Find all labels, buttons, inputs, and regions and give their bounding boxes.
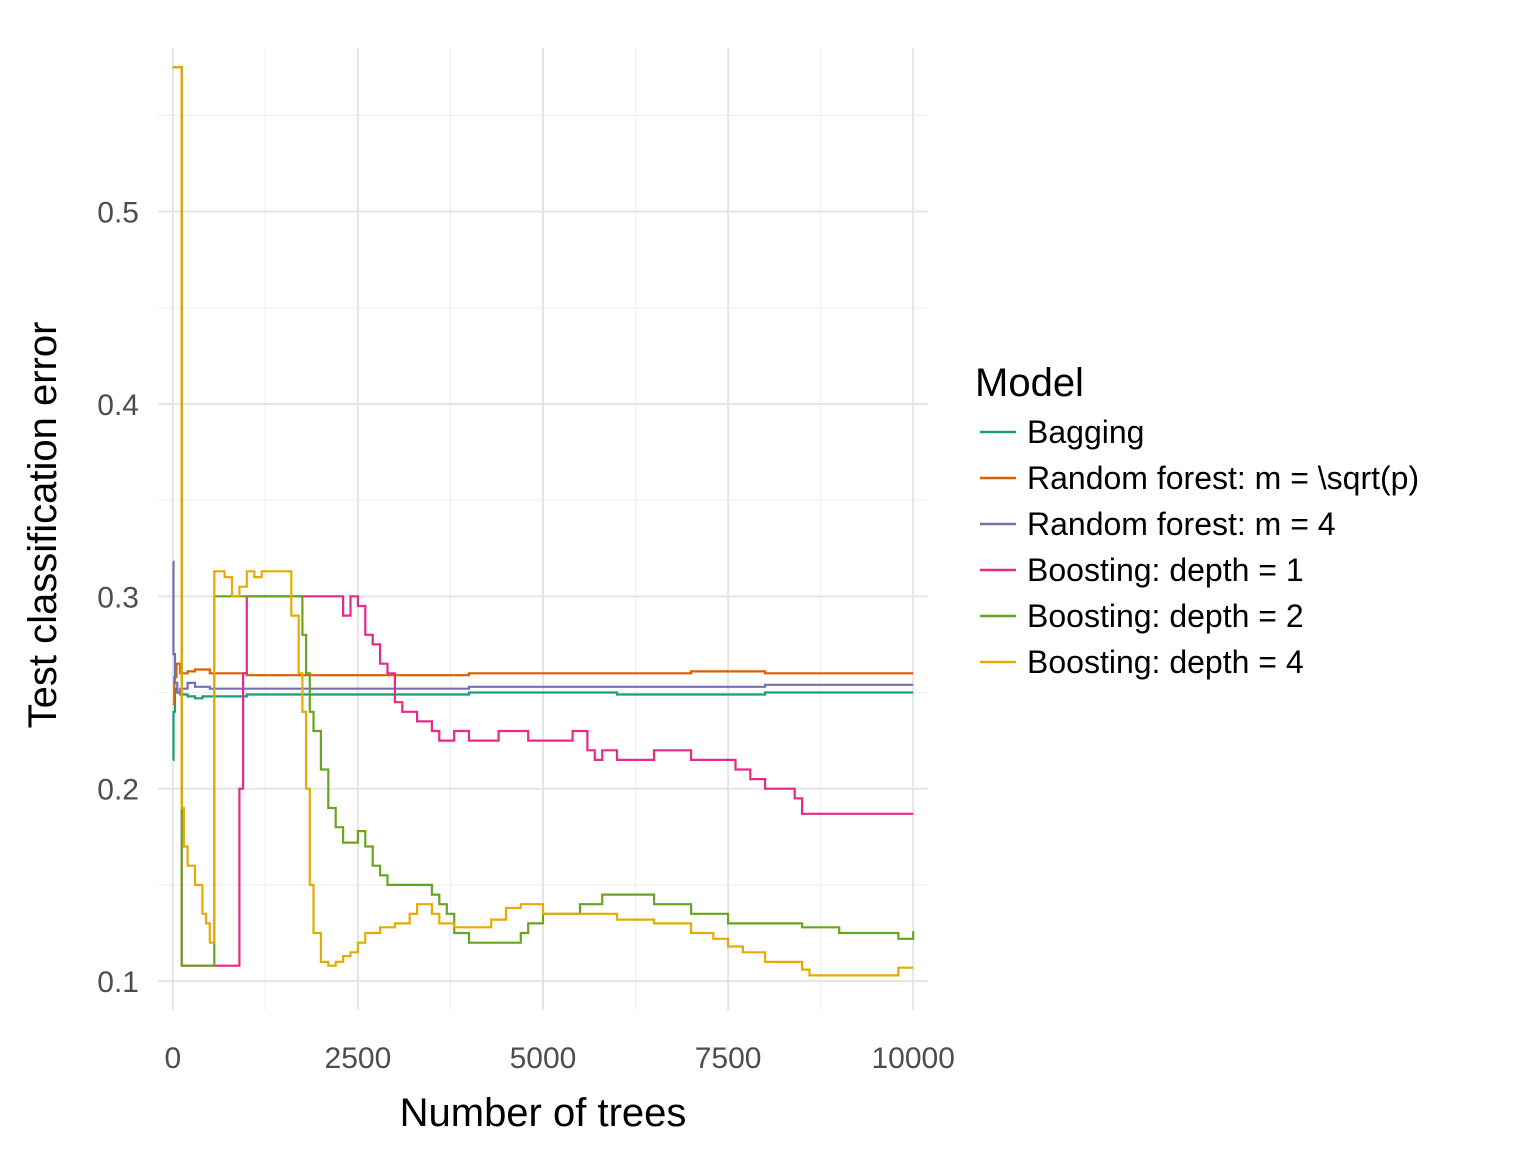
series-lines [172,66,915,977]
legend-label-3: Boosting: depth = 1 [1027,552,1304,588]
x-tick-label: 2500 [325,1042,392,1075]
series-line-5 [172,66,914,977]
x-tick-label: 10000 [871,1042,954,1075]
y-tick-label: 0.2 [97,774,139,807]
legend-label-0: Bagging [1027,414,1144,450]
y-tick-label: 0.5 [97,197,139,230]
legend-label-2: Random forest: m = 4 [1027,506,1336,542]
y-axis-ticks: 0.1 0.2 0.3 0.4 0.5 [97,197,139,1000]
series-line-1 [172,662,914,706]
y-tick-label: 0.3 [97,581,139,614]
x-axis-title: Number of trees [400,1091,687,1135]
major-grid [158,48,928,1010]
series-line-4 [172,66,915,967]
legend-label-4: Boosting: depth = 2 [1027,598,1304,634]
x-tick-label: 7500 [695,1042,762,1075]
series-line-2 [172,560,914,694]
y-tick-label: 0.1 [97,966,139,999]
y-axis-title: Test classification error [21,322,65,729]
legend-label-1: Random forest: m = \sqrt(p) [1027,460,1419,496]
legend-title: Model [975,361,1084,405]
legend-label-5: Boosting: depth = 4 [1027,644,1304,680]
x-tick-label: 0 [164,1042,181,1075]
y-tick-label: 0.4 [97,389,139,422]
x-axis-ticks: 0 2500 5000 7500 10000 [164,1042,954,1075]
x-tick-label: 5000 [510,1042,577,1075]
legend: Model Bagging Random forest: m = \sqrt(p)… [975,361,1419,680]
